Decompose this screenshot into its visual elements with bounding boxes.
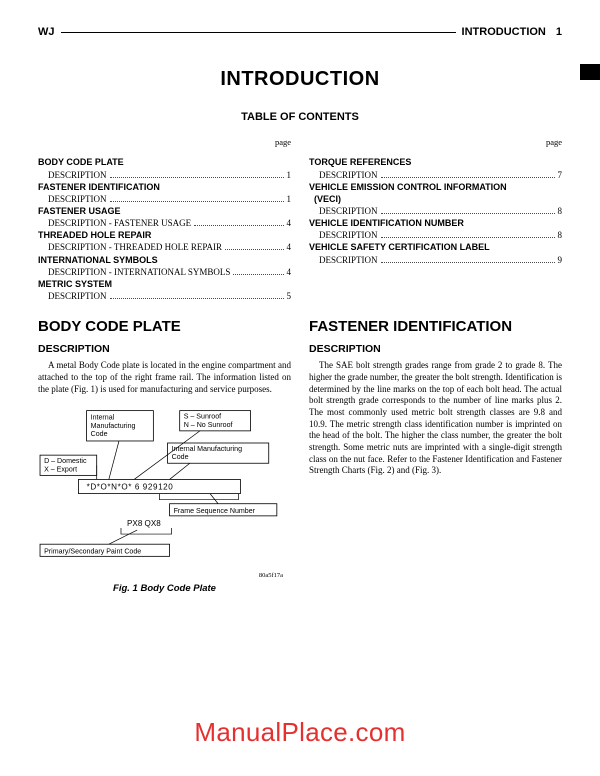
toc: page BODY CODE PLATEDESCRIPTION1FASTENER… [38, 137, 562, 302]
toc-heading: INTERNATIONAL SYMBOLS [38, 254, 291, 266]
toc-heading: FASTENER IDENTIFICATION [38, 181, 291, 193]
toc-entry: DESCRIPTION 1 [38, 193, 291, 205]
toc-entry-page: 9 [558, 254, 563, 266]
toc-entry-page: 1 [287, 169, 292, 181]
toc-col-left: page BODY CODE PLATEDESCRIPTION1FASTENER… [38, 137, 291, 302]
toc-dots [225, 249, 283, 250]
col-right: FASTENER IDENTIFICATION DESCRIPTION The … [309, 318, 562, 594]
edge-tab [580, 64, 600, 80]
toc-entry: DESCRIPTION - FASTENER USAGE 4 [38, 217, 291, 229]
svg-text:X – Export: X – Export [44, 466, 77, 474]
header-left: WJ [38, 26, 55, 38]
watermark: ManualPlace.com [0, 717, 600, 748]
page-header: WJ INTRODUCTION 1 [38, 26, 562, 38]
svg-text:N – No Sunroof: N – No Sunroof [184, 421, 233, 429]
svg-text:PX8 QX8: PX8 QX8 [127, 519, 161, 528]
toc-dots [110, 201, 284, 202]
col-left: BODY CODE PLATE DESCRIPTION A metal Body… [38, 318, 291, 594]
toc-entry: DESCRIPTION 7 [309, 169, 562, 181]
section-title-fastener-id: FASTENER IDENTIFICATION [309, 318, 562, 335]
svg-text:S – Sunroof: S – Sunroof [184, 413, 221, 421]
header-rule [61, 32, 456, 33]
header-page-num: 1 [556, 26, 562, 38]
toc-entry-page: 1 [287, 193, 292, 205]
toc-dots [381, 213, 555, 214]
toc-page-label-left: page [38, 137, 291, 148]
toc-heading: BODY CODE PLATE [38, 156, 291, 168]
svg-text:Manufacturing: Manufacturing [91, 422, 136, 430]
toc-entry: DESCRIPTION - THREADED HOLE REPAIR 4 [38, 241, 291, 253]
figure-code: 80a5f17a [38, 572, 291, 579]
toc-entry: DESCRIPTION 8 [309, 205, 562, 217]
toc-heading: VEHICLE EMISSION CONTROL INFORMATION [309, 181, 562, 193]
svg-text:Code: Code [91, 430, 108, 438]
toc-heading: METRIC SYSTEM [38, 278, 291, 290]
figure-caption: Fig. 1 Body Code Plate [38, 583, 291, 594]
toc-entry-label: DESCRIPTION [319, 205, 378, 217]
svg-text:Primary/Secondary Paint Code: Primary/Secondary Paint Code [44, 548, 141, 556]
toc-heading: TORQUE REFERENCES [309, 156, 562, 168]
toc-dots [110, 177, 284, 178]
toc-entry-label: DESCRIPTION [319, 169, 378, 181]
toc-heading: (VECI) [309, 193, 562, 205]
toc-entry-label: DESCRIPTION - INTERNATIONAL SYMBOLS [48, 266, 230, 278]
figure-svg: Internal Manufacturing Code S – Sunroof … [38, 405, 291, 565]
toc-heading: VEHICLE SAFETY CERTIFICATION LABEL [309, 241, 562, 253]
toc-heading: THREADED HOLE REPAIR [38, 229, 291, 241]
toc-entry-label: DESCRIPTION - FASTENER USAGE [48, 217, 191, 229]
toc-entry: DESCRIPTION 8 [309, 229, 562, 241]
toc-entry-page: 4 [287, 266, 292, 278]
toc-entry: DESCRIPTION - INTERNATIONAL SYMBOLS 4 [38, 266, 291, 278]
toc-dots [381, 262, 555, 263]
section-title-body-code: BODY CODE PLATE [38, 318, 291, 335]
page-title: INTRODUCTION [38, 68, 562, 91]
toc-dots [381, 177, 555, 178]
toc-heading: VEHICLE IDENTIFICATION NUMBER [309, 217, 562, 229]
toc-entry-label: DESCRIPTION [48, 169, 107, 181]
toc-title: TABLE OF CONTENTS [38, 111, 562, 123]
sub-title-fastener-id: DESCRIPTION [309, 343, 562, 355]
toc-entry-page: 8 [558, 229, 563, 241]
svg-text:*D*O*N*O* 6 929120: *D*O*N*O* 6 929120 [87, 483, 174, 492]
header-section: INTRODUCTION [462, 26, 546, 38]
body-columns: BODY CODE PLATE DESCRIPTION A metal Body… [38, 318, 562, 594]
toc-entry-label: DESCRIPTION - THREADED HOLE REPAIR [48, 241, 222, 253]
toc-entry-label: DESCRIPTION [319, 254, 378, 266]
toc-entry-page: 8 [558, 205, 563, 217]
toc-dots [110, 298, 284, 299]
svg-text:Frame Sequence Number: Frame Sequence Number [174, 507, 256, 515]
toc-dots [381, 237, 555, 238]
toc-page-label-right: page [309, 137, 562, 148]
toc-entry-label: DESCRIPTION [48, 290, 107, 302]
sub-title-body-code: DESCRIPTION [38, 343, 291, 355]
svg-text:Internal Manufacturing: Internal Manufacturing [172, 445, 242, 453]
toc-entry-page: 4 [287, 217, 292, 229]
toc-heading: FASTENER USAGE [38, 205, 291, 217]
figure-body-code-plate: Internal Manufacturing Code S – Sunroof … [38, 405, 291, 594]
toc-entry-page: 7 [558, 169, 563, 181]
toc-dots [233, 274, 283, 275]
toc-entry-label: DESCRIPTION [319, 229, 378, 241]
toc-entry: DESCRIPTION 9 [309, 254, 562, 266]
toc-entry-page: 4 [287, 241, 292, 253]
svg-text:Internal: Internal [91, 414, 115, 422]
toc-col-right: page TORQUE REFERENCESDESCRIPTION7VEHICL… [309, 137, 562, 302]
toc-entry-page: 5 [287, 290, 292, 302]
svg-text:D – Domestic: D – Domestic [44, 457, 87, 465]
para-fastener-id: The SAE bolt strength grades range from … [309, 360, 562, 477]
toc-entry-label: DESCRIPTION [48, 193, 107, 205]
para-body-code: A metal Body Code plate is located in th… [38, 360, 291, 395]
svg-text:Code: Code [172, 453, 189, 461]
toc-entry: DESCRIPTION 1 [38, 169, 291, 181]
toc-dots [194, 225, 283, 226]
toc-entry: DESCRIPTION 5 [38, 290, 291, 302]
